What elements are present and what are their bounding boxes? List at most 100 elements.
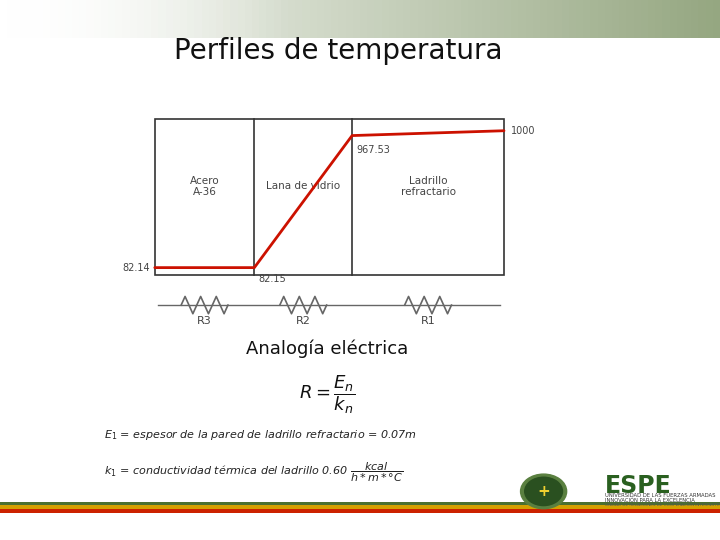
Bar: [432, 0, 439, 38]
Bar: [706, 0, 713, 38]
Bar: [360, 0, 367, 38]
Bar: [209, 0, 216, 38]
Bar: [72, 0, 79, 38]
Bar: [58, 0, 65, 38]
Bar: [374, 0, 382, 38]
Bar: [547, 0, 554, 38]
Bar: [144, 0, 151, 38]
Bar: [338, 0, 346, 38]
Bar: [511, 0, 518, 38]
Bar: [706, 0, 713, 38]
Bar: [252, 0, 259, 38]
Bar: [338, 0, 346, 38]
Bar: [353, 0, 360, 38]
Bar: [482, 0, 490, 38]
Bar: [490, 0, 497, 38]
Text: 1000: 1000: [510, 126, 535, 136]
Bar: [216, 0, 223, 38]
Bar: [79, 0, 86, 38]
Bar: [526, 0, 533, 38]
Bar: [245, 0, 252, 38]
Bar: [14, 0, 22, 38]
Bar: [72, 0, 79, 38]
Bar: [65, 0, 72, 38]
Bar: [216, 0, 223, 38]
Bar: [713, 0, 720, 38]
Text: $k_1$ = conductividad térmica del ladrillo 0.60 $\dfrac{kcal}{h*m*°C}$: $k_1$ = conductividad térmica del ladril…: [104, 461, 403, 484]
Bar: [634, 0, 641, 38]
Bar: [713, 0, 720, 38]
Bar: [36, 0, 43, 38]
Bar: [115, 0, 122, 38]
Bar: [346, 0, 353, 38]
Bar: [612, 0, 619, 38]
Text: R2: R2: [296, 316, 310, 326]
Bar: [22, 0, 29, 38]
Bar: [94, 0, 101, 38]
Bar: [569, 0, 576, 38]
Bar: [619, 0, 626, 38]
Bar: [670, 0, 677, 38]
Bar: [302, 0, 310, 38]
Bar: [122, 0, 130, 38]
Bar: [533, 0, 540, 38]
Bar: [353, 0, 360, 38]
Text: Lana de vidrio: Lana de vidrio: [266, 181, 341, 191]
Bar: [482, 0, 490, 38]
Bar: [58, 0, 65, 38]
Bar: [454, 0, 461, 38]
Circle shape: [521, 474, 567, 509]
Bar: [266, 0, 274, 38]
Text: UNIVERSIDAD DE LAS FUERZAS ARMADAS: UNIVERSIDAD DE LAS FUERZAS ARMADAS: [605, 493, 715, 498]
Bar: [86, 0, 94, 38]
Bar: [295, 0, 302, 38]
Bar: [151, 0, 158, 38]
Text: INNOVACIÓN PARA LA EXCELENCIA: INNOVACIÓN PARA LA EXCELENCIA: [605, 498, 695, 503]
Bar: [288, 0, 295, 38]
Bar: [382, 0, 389, 38]
Bar: [79, 0, 86, 38]
Bar: [230, 0, 238, 38]
Bar: [562, 0, 569, 38]
Bar: [425, 0, 432, 38]
Bar: [331, 0, 338, 38]
Bar: [418, 0, 425, 38]
Bar: [446, 0, 454, 38]
Bar: [533, 0, 540, 38]
Bar: [281, 0, 288, 38]
Bar: [259, 0, 266, 38]
Bar: [166, 0, 173, 38]
Bar: [626, 0, 634, 38]
Bar: [461, 0, 468, 38]
Bar: [29, 0, 36, 38]
Bar: [655, 0, 662, 38]
Bar: [281, 0, 288, 38]
Bar: [497, 0, 504, 38]
Bar: [130, 0, 137, 38]
Bar: [324, 0, 331, 38]
Bar: [43, 0, 50, 38]
Bar: [180, 0, 187, 38]
Text: ESPE: ESPE: [605, 474, 672, 498]
Bar: [367, 0, 374, 38]
Bar: [439, 0, 446, 38]
Bar: [655, 0, 662, 38]
Bar: [576, 0, 583, 38]
Text: UNIDAD DE RELACIONES DE COOPERACIÓN INTERINSTITUCIONAL: UNIDAD DE RELACIONES DE COOPERACIÓN INTE…: [605, 503, 720, 508]
Text: 82.14: 82.14: [122, 262, 150, 273]
Bar: [43, 0, 50, 38]
Bar: [698, 0, 706, 38]
Bar: [662, 0, 670, 38]
Bar: [317, 0, 324, 38]
Bar: [454, 0, 461, 38]
Text: +: +: [537, 484, 550, 499]
Bar: [648, 0, 655, 38]
Bar: [389, 0, 396, 38]
Bar: [468, 0, 475, 38]
Bar: [446, 0, 454, 38]
Bar: [0, 0, 7, 38]
Bar: [691, 0, 698, 38]
Text: 82.15: 82.15: [258, 274, 286, 284]
Bar: [324, 0, 331, 38]
Bar: [223, 0, 230, 38]
